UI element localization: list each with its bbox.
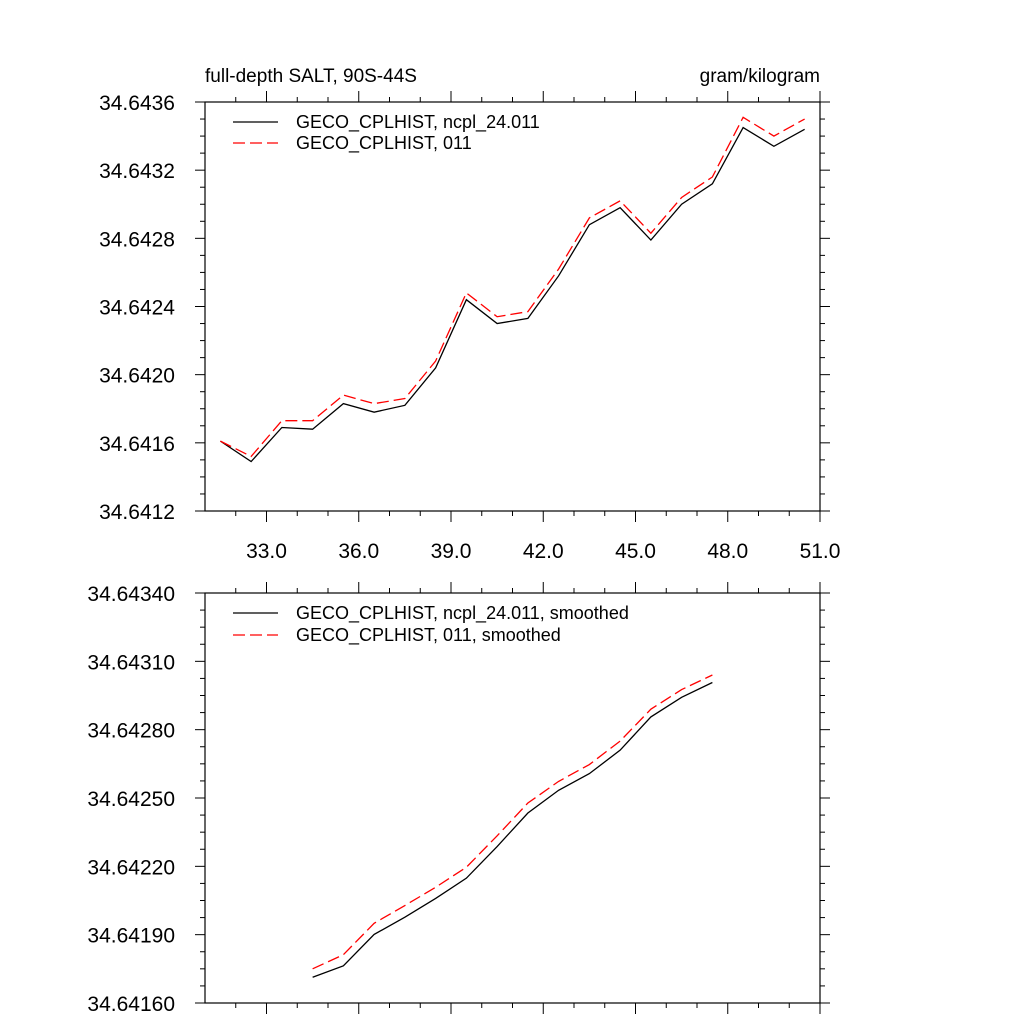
x-tick-label: 51.0 [800, 540, 841, 563]
y-tick-label: 34.64250 [87, 788, 175, 811]
top-panel-plot: 34.6436 34.6432 34.6428 34.6424 34.6420 34.64… [99, 91, 840, 563]
y-tick-label: 34.64340 [87, 583, 175, 606]
y-tick-label: 34.6412 [99, 501, 175, 524]
series-line-ncpl [220, 126, 805, 463]
legend-label: GECO_CPLHIST, 011 [296, 133, 472, 154]
x-tick-label: 33.0 [246, 540, 287, 563]
x-tick-label: 42.0 [523, 540, 564, 563]
legend-label: GECO_CPLHIST, ncpl_24.011, smoothed [296, 603, 629, 624]
bottom-panel-plot: 34.64340 34.64310 34.64280 34.64250 34.64220… [87, 582, 830, 1016]
x-tick-label: 48.0 [707, 540, 748, 563]
y-tick-label: 34.64220 [87, 856, 175, 879]
chart-title: full-depth SALT, 90S-44S [205, 66, 417, 87]
y-tick-label: 34.64160 [87, 993, 175, 1016]
y-tick-label: 34.6424 [99, 297, 175, 320]
y-tick-label: 34.6428 [99, 228, 175, 251]
y-tick-label: 34.64310 [87, 651, 175, 674]
x-tick-label: 39.0 [431, 540, 472, 563]
units-label: gram/kilogram [700, 66, 820, 87]
series-line-reference [220, 116, 805, 458]
x-tick-label: 45.0 [615, 540, 656, 563]
series-line-reference [312, 674, 713, 970]
legend-label: GECO_CPLHIST, ncpl_24.011 [296, 112, 540, 133]
y-tick-label: 34.6432 [99, 160, 175, 183]
plot-frame [204, 592, 821, 1004]
y-tick-label: 34.64280 [87, 720, 175, 743]
y-tick-label: 34.6436 [99, 92, 175, 115]
x-tick-label: 36.0 [338, 540, 379, 563]
y-tick-label: 34.6420 [99, 365, 175, 388]
legend-label: GECO_CPLHIST, 011, smoothed [296, 625, 561, 646]
y-tick-label: 34.6416 [99, 433, 175, 456]
series-line-ncpl [312, 681, 713, 978]
y-tick-label: 34.64190 [87, 925, 175, 948]
plot-frame [204, 101, 821, 512]
